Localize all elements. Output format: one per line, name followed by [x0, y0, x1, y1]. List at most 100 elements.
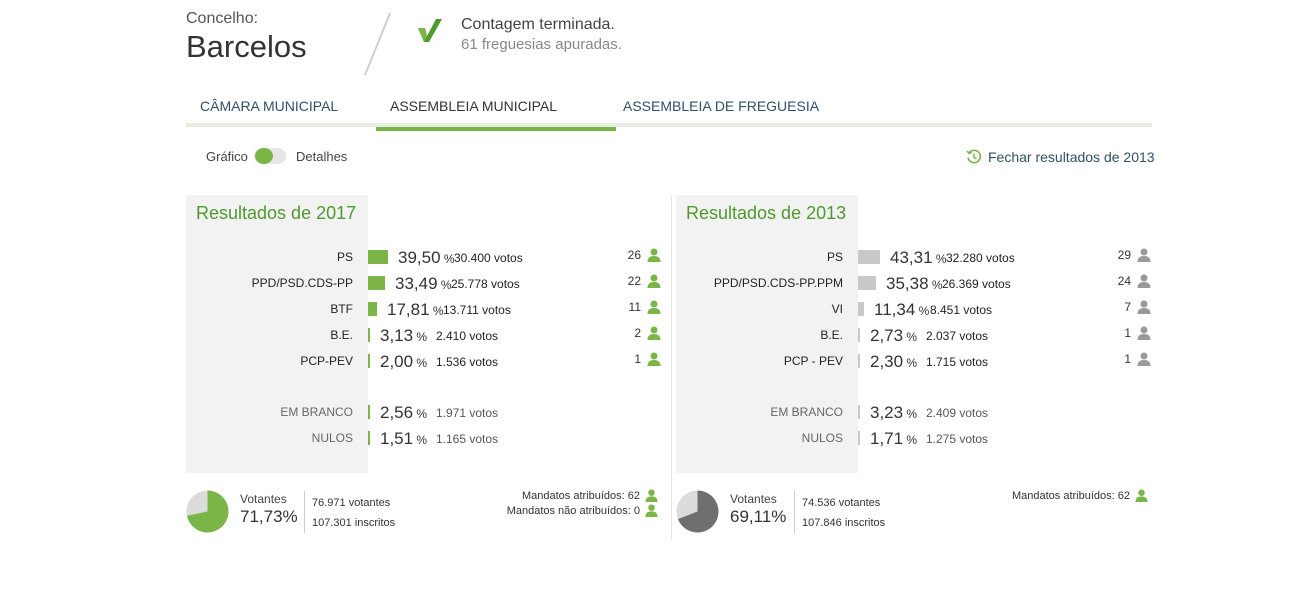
percent-sign: %: [413, 356, 428, 370]
vote-count: 1.275 votos: [926, 432, 989, 446]
percent-sign: %: [429, 304, 444, 318]
seat-count: 7: [1124, 300, 1131, 314]
party-name: NULOS: [311, 431, 353, 445]
result-percentage: 3,13 %: [380, 326, 427, 346]
result-bar: [368, 431, 370, 445]
vote-count: 2.410 votos: [436, 329, 499, 343]
party-row: VI 11,34 % 8.451 votos 7: [676, 300, 1151, 319]
vote-count: 1.536 votos: [436, 355, 499, 369]
footer-divider: [794, 491, 795, 533]
party-name: PCP - PEV: [783, 354, 843, 368]
percentage-value: 2,30: [870, 352, 904, 371]
tab-assembleia-municipal[interactable]: ASSEMBLEIA MUNICIPAL: [376, 98, 616, 131]
panel-names-bg: [676, 195, 858, 473]
inscritos-count: 107.846 inscritos: [802, 517, 886, 529]
percent-sign: %: [413, 433, 428, 447]
mandatos-atribuidos: Mandatos atribuídos: 62: [521, 490, 640, 502]
result-percentage: 33,49 %: [395, 274, 452, 294]
vote-count: 1.165 votos: [436, 432, 499, 446]
panel-title: Resultados de 2017: [196, 203, 357, 223]
result-percentage: 2,56 %: [380, 403, 427, 423]
close-2013-results-link[interactable]: Fechar resultados de 2013: [966, 149, 1155, 165]
results-panel-2013: Resultados de 2013 PS 43,31 % 32.280 votos…: [676, 195, 1156, 540]
other-row: NULOS 1,51 % 1.165 votos: [186, 429, 661, 448]
percentage-value: 2,56: [380, 403, 414, 422]
toggle-detalhes-label[interactable]: Detalhes: [296, 149, 348, 164]
party-name: VI: [831, 302, 843, 316]
percentage-value: 2,00: [380, 352, 414, 371]
inscritos-count: 107.301 inscritos: [312, 517, 396, 529]
history-icon: [966, 149, 982, 164]
checkmark-icon: [418, 19, 442, 42]
percentage-value: 3,13: [380, 326, 414, 345]
person-icon: [647, 352, 661, 366]
party-row: PPD/PSD.CDS-PP 33,49 % 25.778 votos 22: [186, 274, 661, 294]
seat-count: 26: [627, 248, 641, 262]
percentage-value: 35,38: [886, 274, 929, 293]
vote-count: 1.971 votos: [436, 406, 499, 420]
percent-sign: %: [440, 252, 455, 266]
result-percentage: 43,31 %: [890, 248, 947, 268]
result-bar: [858, 354, 860, 368]
party-row: PCP-PEV 2,00 % 1.536 votos 1: [186, 352, 661, 372]
count-status: Contagem terminada.: [461, 16, 615, 33]
person-icon: [647, 300, 661, 314]
person-icon: [1137, 326, 1151, 340]
tab-camara-municipal[interactable]: CÂMARA MUNICIPAL: [200, 98, 339, 114]
party-row: BTF 17,81 % 13.711 votos 11: [186, 300, 661, 319]
vote-count: 2.037 votos: [926, 329, 989, 343]
seat-count: 1: [1124, 352, 1131, 366]
percentage-value: 43,31: [890, 248, 933, 267]
vote-count: 2.409 votos: [926, 406, 989, 420]
percentage-value: 11,34: [874, 300, 916, 319]
person-icon: [647, 248, 661, 262]
turnout-percentage: 71,73%: [240, 507, 298, 526]
person-icon: [645, 504, 658, 517]
seat-count: 24: [1117, 274, 1131, 288]
tab-assembleia-freguesia[interactable]: ASSEMBLEIA DE FREGUESIA: [623, 98, 820, 114]
switch-knob: [255, 148, 273, 164]
seat-count: 11: [628, 300, 641, 314]
party-row: B.E. 2,73 % 2.037 votos 1: [676, 326, 1151, 345]
result-percentage: 2,00 %: [380, 352, 427, 372]
votantes-label: Votantes: [730, 492, 777, 506]
result-bar: [858, 328, 860, 342]
percentage-value: 39,50: [398, 248, 441, 267]
result-bar: [368, 302, 377, 316]
vote-count: 8.451 votos: [930, 303, 993, 317]
party-name: NULOS: [801, 431, 843, 445]
seat-count: 22: [627, 274, 641, 288]
percent-sign: %: [413, 330, 428, 344]
person-icon: [1137, 248, 1151, 262]
party-row: PS 43,31 % 32.280 votos 29: [676, 248, 1151, 268]
result-percentage: 1,71 %: [870, 429, 917, 449]
view-switch[interactable]: [254, 148, 286, 164]
party-name: PS: [826, 250, 843, 264]
percentage-value: 1,51: [380, 429, 414, 448]
party-row: PCP - PEV 2,30 % 1.715 votos 1: [676, 352, 1151, 372]
person-icon: [647, 274, 661, 288]
mandatos-atribuidos: Mandatos atribuídos: 62: [1011, 490, 1130, 502]
votantes-label: Votantes: [240, 492, 287, 506]
percent-sign: %: [437, 278, 452, 292]
result-bar: [368, 276, 385, 290]
page-header: Concelho: Barcelos Contagem terminada. 6…: [186, 10, 1156, 75]
toggle-grafico-label[interactable]: Gráfico: [206, 149, 248, 164]
percentage-value: 3,23: [870, 403, 904, 422]
party-name: BTF: [330, 302, 353, 316]
results-panel-2017: Resultados de 2017 PS 39,50 % 30.400 votos…: [186, 195, 666, 540]
result-bar: [368, 405, 370, 419]
result-bar: [858, 302, 864, 316]
other-row: NULOS 1,71 % 1.275 votos: [676, 429, 1151, 449]
close-2013-label: Fechar resultados de 2013: [988, 149, 1155, 165]
percentage-value: 2,73: [870, 326, 904, 345]
concelho-name: Barcelos: [186, 29, 307, 64]
vote-count: 25.778 votos: [451, 277, 520, 291]
party-row: B.E. 3,13 % 2.410 votos 2: [186, 326, 661, 346]
percent-sign: %: [928, 278, 943, 292]
pie-turnout-slice: [677, 490, 719, 533]
vote-count: 26.369 votos: [942, 277, 1011, 291]
result-bar: [858, 250, 880, 264]
result-percentage: 2,30 %: [870, 352, 917, 372]
party-name: B.E.: [330, 328, 353, 342]
